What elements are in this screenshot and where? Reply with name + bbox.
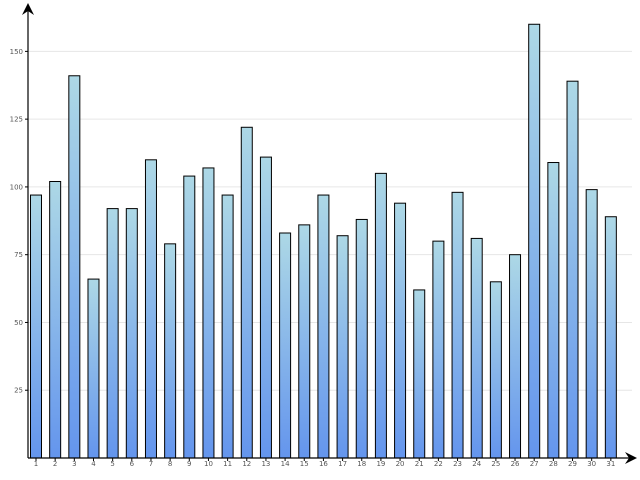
bar-27 — [528, 23, 541, 459]
bar-3 — [68, 75, 81, 459]
x-tick-label: 13 — [261, 460, 270, 468]
bar-7 — [144, 159, 157, 459]
y-tick-label: 50 — [14, 319, 23, 327]
x-tick-label: 27 — [530, 460, 539, 468]
y-tick-label: 125 — [10, 116, 23, 124]
bar-2 — [49, 180, 62, 459]
bar-10 — [202, 167, 215, 459]
y-axis-ticks: 25 50 75 100 125 150 — [10, 48, 28, 395]
x-tick-label: 2 — [53, 460, 57, 468]
x-tick-label: 23 — [453, 460, 462, 468]
x-tick-label: 18 — [357, 460, 366, 468]
y-tick-label: 25 — [14, 387, 23, 395]
x-tick-label: 12 — [242, 460, 251, 468]
x-tick-label: 3 — [72, 460, 76, 468]
bar-29 — [566, 80, 579, 459]
x-tick-label: 5 — [110, 460, 114, 468]
x-tick-label: 4 — [91, 460, 96, 468]
bar-15 — [298, 224, 311, 459]
bar-6 — [125, 208, 138, 459]
bars — [30, 23, 617, 459]
x-tick-label: 1 — [34, 460, 38, 468]
y-tick-label: 150 — [10, 48, 23, 56]
bar-1 — [30, 194, 42, 459]
y-axis-arrow-icon — [22, 3, 34, 15]
x-tick-label: 25 — [491, 460, 500, 468]
bar-13 — [259, 156, 272, 459]
x-axis-arrow-icon — [625, 452, 637, 464]
bar-28 — [547, 162, 560, 459]
x-tick-label: 11 — [223, 460, 232, 468]
bar-5 — [106, 208, 119, 459]
bar-11 — [221, 194, 234, 459]
y-tick-label: 75 — [14, 251, 23, 259]
x-tick-label: 28 — [549, 460, 558, 468]
bar-19 — [374, 172, 387, 459]
bar-31 — [604, 216, 617, 459]
x-tick-label: 8 — [168, 460, 172, 468]
x-tick-label: 16 — [319, 460, 328, 468]
bar-22 — [432, 240, 445, 459]
x-tick-label: 7 — [149, 460, 153, 468]
bar-9 — [183, 175, 196, 459]
y-tick-label: 100 — [10, 183, 23, 191]
x-tick-label: 22 — [434, 460, 443, 468]
bar-20 — [394, 202, 407, 459]
bar-18 — [355, 218, 368, 459]
bar-23 — [451, 191, 464, 459]
x-tick-label: 21 — [415, 460, 424, 468]
bar-14 — [279, 232, 292, 459]
bar-12 — [240, 126, 253, 459]
x-tick-label: 29 — [568, 460, 577, 468]
bar-21 — [413, 289, 426, 459]
x-tick-label: 10 — [204, 460, 213, 468]
bar-26 — [509, 254, 522, 459]
bar-17 — [336, 235, 349, 459]
bar-4 — [87, 278, 100, 459]
x-tick-label: 14 — [281, 460, 290, 468]
x-tick-label: 15 — [300, 460, 309, 468]
x-tick-label: 19 — [376, 460, 385, 468]
bar-24 — [470, 237, 483, 459]
x-tick-label: 20 — [396, 460, 405, 468]
x-tick-label: 30 — [587, 460, 596, 468]
bar-8 — [164, 243, 177, 459]
bar-30 — [585, 189, 598, 459]
x-tick-label: 26 — [511, 460, 520, 468]
x-tick-label: 17 — [338, 460, 347, 468]
bar-25 — [489, 281, 502, 459]
x-tick-label: 6 — [130, 460, 135, 468]
x-tick-label: 24 — [472, 460, 481, 468]
bar-16 — [317, 194, 330, 459]
x-axis-ticks: 1 2 3 4 5 6 7 8 9 10 11 12 13 14 15 16 17 18 19 20 21 22 23 24 2… — [34, 458, 615, 468]
x-tick-label: 9 — [187, 460, 191, 468]
x-tick-label: 31 — [606, 460, 615, 468]
axes — [22, 3, 637, 464]
